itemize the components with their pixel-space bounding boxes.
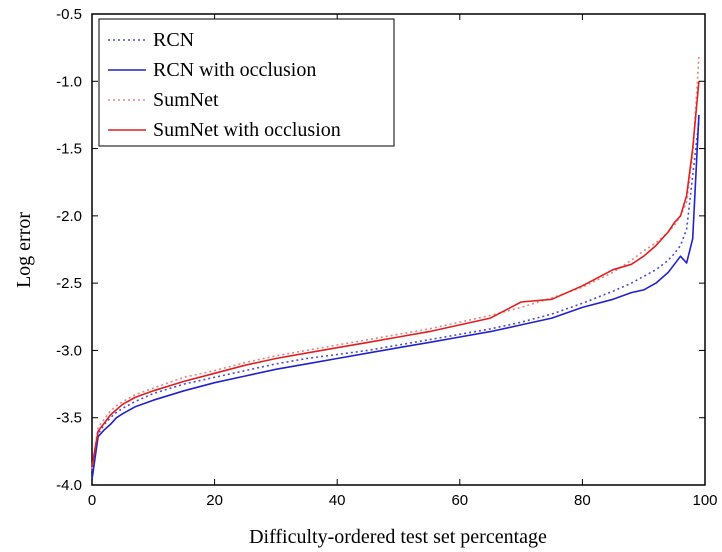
x-tick-label: 60: [451, 492, 468, 509]
x-tick-label: 20: [206, 492, 223, 509]
x-axis-label: Difficulty-ordered test set percentage: [249, 526, 547, 548]
y-tick-label: -3.5: [56, 410, 82, 427]
series-line-3: [91, 57, 700, 470]
legend-box: [98, 18, 395, 147]
y-axis-label: Log error: [13, 212, 35, 288]
series-line-4: [91, 81, 700, 467]
y-tick-label: -1.5: [56, 141, 82, 158]
series-lines: [91, 57, 700, 480]
y-tick-label: -4.0: [56, 477, 82, 494]
x-tick-label: 40: [329, 492, 346, 509]
legend-label-2: RCN with occlusion: [153, 59, 316, 81]
x-tick-label: 100: [692, 492, 717, 509]
y-tick-label: -0.5: [56, 6, 82, 23]
legend-label-3: SumNet: [153, 89, 219, 111]
y-tick-label: -3.0: [56, 342, 82, 359]
y-tick-label: -1.0: [56, 73, 82, 90]
x-tick-label: 0: [88, 492, 96, 509]
series-line-2: [91, 114, 700, 480]
legend-label-4: SumNet with occlusion: [153, 119, 341, 141]
legend: RCN RCN with occlusion SumNet SumNet with o…: [98, 18, 395, 147]
y-axis: -4.0 -3.5 -3.0 -2.5 -2.0 -1.5 -1.0 -0.5: [56, 6, 705, 494]
x-tick-label: 80: [574, 492, 591, 509]
x-axis: 0 20 40 60 80 100: [88, 14, 718, 509]
y-tick-label: -2.5: [56, 275, 82, 292]
legend-label-1: RCN: [153, 29, 194, 51]
series-line-1: [91, 121, 700, 472]
y-tick-label: -2.0: [56, 208, 82, 225]
